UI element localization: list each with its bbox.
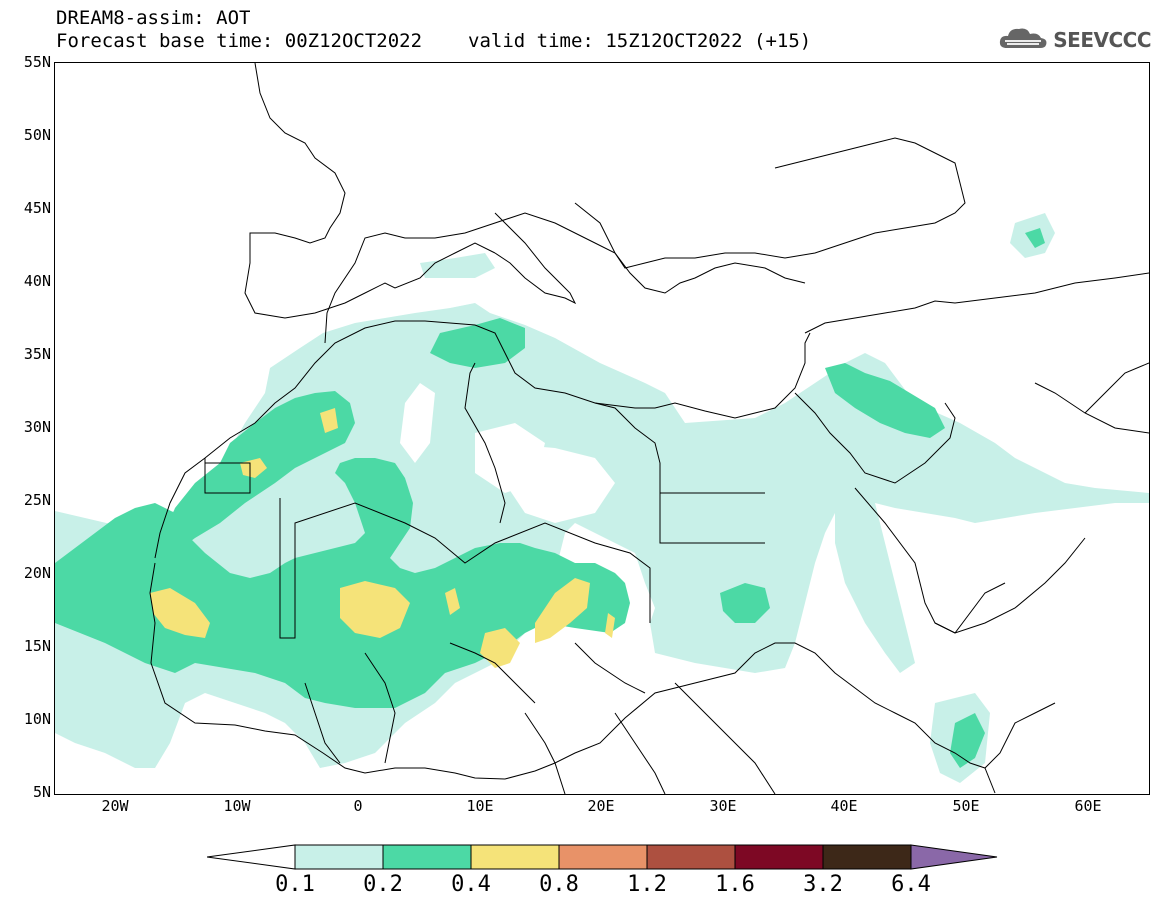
colorbar-swatch: [822, 844, 912, 870]
lon-label: 20E: [587, 797, 615, 815]
lon-label: 40E: [830, 797, 858, 815]
lon-label: 10E: [466, 797, 494, 815]
lon-label: 50E: [952, 797, 980, 815]
colorbar-label: 0.2: [363, 872, 403, 897]
map-title: DREAM8-assim: AOT: [56, 7, 251, 29]
logo-text: SEEVCCC: [1053, 28, 1151, 52]
lon-label: 20W: [101, 797, 129, 815]
colorbar-swatch: [470, 844, 560, 870]
aot-contour-0.4: [150, 408, 615, 668]
colorbar-under-arrow: [206, 844, 296, 870]
lat-label: 25N: [23, 491, 51, 509]
colorbar-label: 1.2: [627, 872, 667, 897]
lat-label: 10N: [23, 710, 51, 728]
lat-label: 5N: [32, 783, 51, 801]
lon-label: 10W: [223, 797, 251, 815]
colorbar-over-arrow: [910, 844, 998, 870]
lon-label: 30E: [709, 797, 737, 815]
colorbar-swatch: [646, 844, 736, 870]
coastlines-and-borders: [149, 63, 1149, 794]
colorbar-swatch: [558, 844, 648, 870]
lat-label: 45N: [23, 199, 51, 217]
colorbar-swatch: [734, 844, 824, 870]
lat-label: 15N: [23, 637, 51, 655]
colorbar-label: 0.8: [539, 872, 579, 897]
colorbar-label: 6.4: [891, 872, 931, 897]
lon-label: 60E: [1074, 797, 1102, 815]
colorbar-swatch: [294, 844, 384, 870]
lat-label: 50N: [23, 126, 51, 144]
time-info: Forecast base time: 00Z12OCT2022 valid ti…: [56, 30, 811, 52]
aot-map: [54, 62, 1150, 795]
lon-label: 0: [353, 797, 363, 815]
lat-label: 35N: [23, 345, 51, 363]
base-time: Forecast base time: 00Z12OCT2022: [56, 30, 423, 52]
colorbar-swatches: [206, 844, 998, 870]
valid-time: valid time: 15Z12OCT2022 (+15): [468, 30, 812, 52]
colorbar-label: 0.4: [451, 872, 491, 897]
seevccc-logo: SEEVCCC: [997, 24, 1151, 56]
lat-label: 20N: [23, 564, 51, 582]
lat-label: 30N: [23, 418, 51, 436]
map-canvas: [55, 63, 1149, 794]
colorbar-label: 3.2: [803, 872, 843, 897]
colorbar-swatch: [382, 844, 472, 870]
colorbar: [206, 843, 999, 875]
colorbar-label: 1.6: [715, 872, 755, 897]
colorbar-label: 0.1: [275, 872, 315, 897]
lat-label: 55N: [23, 53, 51, 71]
cloud-icon: [997, 24, 1049, 56]
lat-label: 40N: [23, 272, 51, 290]
